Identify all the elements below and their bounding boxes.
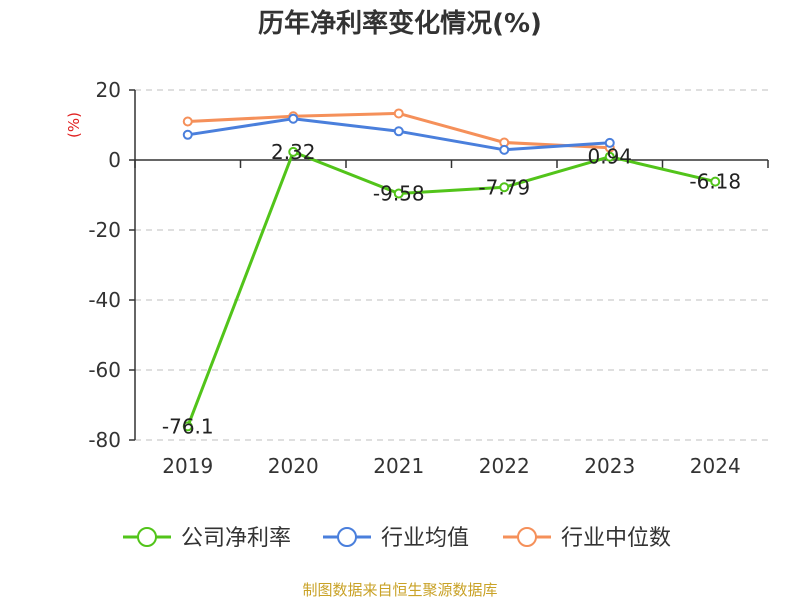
legend-marker: [337, 527, 357, 547]
x-tick-label: 2022: [479, 454, 530, 478]
series-line-0: [186, 150, 716, 427]
data-point[interactable]: [182, 116, 193, 127]
legend-label: 行业中位数: [561, 526, 671, 551]
x-tick-label: 2024: [690, 454, 741, 478]
data-label: -7.79: [478, 175, 530, 199]
x-tick-label: 2021: [373, 454, 424, 478]
x-tick-label: 2019: [162, 454, 213, 478]
data-point[interactable]: [604, 137, 615, 148]
data-point[interactable]: [182, 421, 193, 432]
legend-label: 公司净利率: [181, 526, 291, 551]
axes: 20 0 -20 -40 -60 -80 2019 2020 2021 2022 2023 2024: [88, 78, 769, 478]
data-point[interactable]: [393, 188, 404, 199]
data-label: -6.18: [689, 170, 741, 194]
data-label: 2.32: [271, 140, 316, 164]
data-label: -9.58: [373, 182, 425, 206]
data-point[interactable]: [393, 108, 404, 119]
y-tick-label: 20: [96, 78, 121, 102]
data-label: -76.1: [162, 414, 214, 438]
series-2: [182, 108, 615, 153]
data-point[interactable]: [288, 113, 299, 124]
legend-item-2[interactable]: 行业中位数: [503, 526, 671, 551]
series-layer: [182, 108, 721, 432]
y-tick-label: -80: [88, 428, 121, 452]
data-point[interactable]: [499, 144, 510, 155]
legend-item-1[interactable]: 行业均值: [323, 526, 469, 551]
data-point[interactable]: [604, 151, 615, 162]
footer-source: 制图数据来自恒生聚源数据库: [302, 581, 497, 599]
legend: 公司净利率 行业均值 行业中位数: [123, 526, 671, 551]
y-tick-label: -20: [88, 218, 121, 242]
chart-title: 历年净利率变化情况(%): [258, 8, 542, 39]
data-point[interactable]: [288, 146, 299, 157]
legend-marker: [517, 527, 537, 547]
data-labels: -76.1 2.32 -9.58 -7.79 0.94 -6.18: [162, 140, 741, 438]
legend-label: 行业均值: [381, 526, 469, 551]
legend-item-0[interactable]: 公司净利率: [123, 526, 291, 551]
data-point[interactable]: [182, 129, 193, 140]
y-tick-label: -60: [88, 358, 121, 382]
series-1: [182, 113, 615, 155]
y-tick-label: 0: [108, 148, 121, 172]
data-point[interactable]: [499, 182, 510, 193]
data-point[interactable]: [710, 176, 721, 187]
data-label: 0.94: [587, 145, 632, 169]
grid: [135, 89, 768, 441]
data-point[interactable]: [393, 126, 404, 137]
x-tick-label: 2023: [584, 454, 635, 478]
legend-marker: [137, 527, 157, 547]
x-tick-label: 2020: [268, 454, 319, 478]
y-axis-label: (%): [65, 112, 83, 138]
series-0: [182, 146, 721, 432]
y-tick-label: -40: [88, 288, 121, 312]
